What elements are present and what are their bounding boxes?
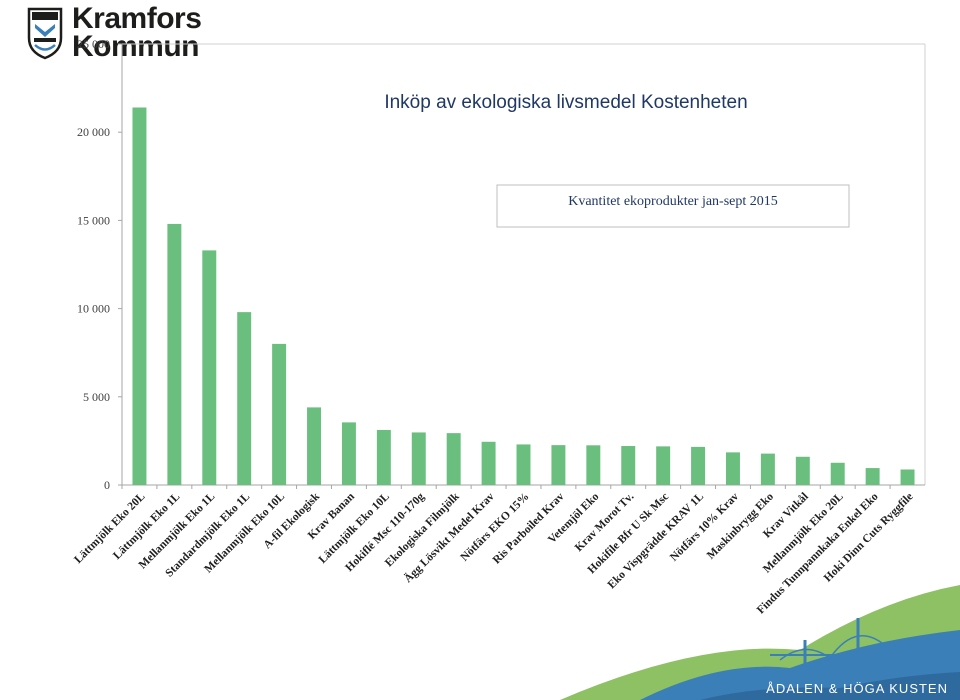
logo-line-1: Kramfors — [72, 2, 202, 35]
bar — [237, 312, 252, 485]
bar — [621, 446, 636, 485]
y-tick-label: 20 000 — [77, 125, 110, 139]
footer-text: ÅDALEN & HÖGA KUSTEN — [766, 681, 948, 696]
logo-line-2: Kommun — [72, 30, 200, 63]
y-tick-label: 25 000 — [77, 37, 110, 51]
bar — [132, 107, 147, 485]
bar — [760, 453, 775, 485]
bar — [691, 446, 706, 485]
y-tick-label: 0 — [104, 478, 110, 492]
x-tick-label: Maskinbrygg Eko — [705, 490, 776, 561]
bar — [341, 422, 356, 485]
bar — [586, 445, 601, 485]
crest-icon — [27, 7, 63, 60]
bar — [551, 445, 566, 485]
chart-title: Inköp av ekologiska livsmedel Kostenhete… — [384, 92, 747, 113]
bar — [376, 429, 391, 485]
subtitle-box — [496, 184, 850, 228]
bar — [516, 444, 531, 485]
y-tick-label: 15 000 — [77, 213, 110, 227]
bar — [725, 452, 740, 485]
y-tick-label: 10 000 — [77, 302, 110, 316]
chart-subtitle: Kvantitet ekoprodukter jan-sept 2015 — [568, 194, 778, 209]
bar — [307, 407, 322, 485]
bar — [481, 441, 496, 485]
footer-landscape — [560, 585, 960, 700]
bar — [830, 462, 845, 485]
bar — [795, 456, 810, 485]
bar — [865, 468, 880, 485]
y-tick-label: 5 000 — [83, 390, 110, 404]
bar — [202, 250, 217, 485]
bar — [900, 469, 915, 485]
x-tick-label: Lättmjölk Eko 1L — [111, 490, 183, 562]
bar — [656, 446, 671, 485]
bar — [272, 343, 287, 485]
kramfors-logo: Kramfors Kommun — [22, 4, 202, 62]
bar — [167, 223, 182, 486]
bar — [446, 433, 461, 485]
bar — [411, 432, 426, 485]
